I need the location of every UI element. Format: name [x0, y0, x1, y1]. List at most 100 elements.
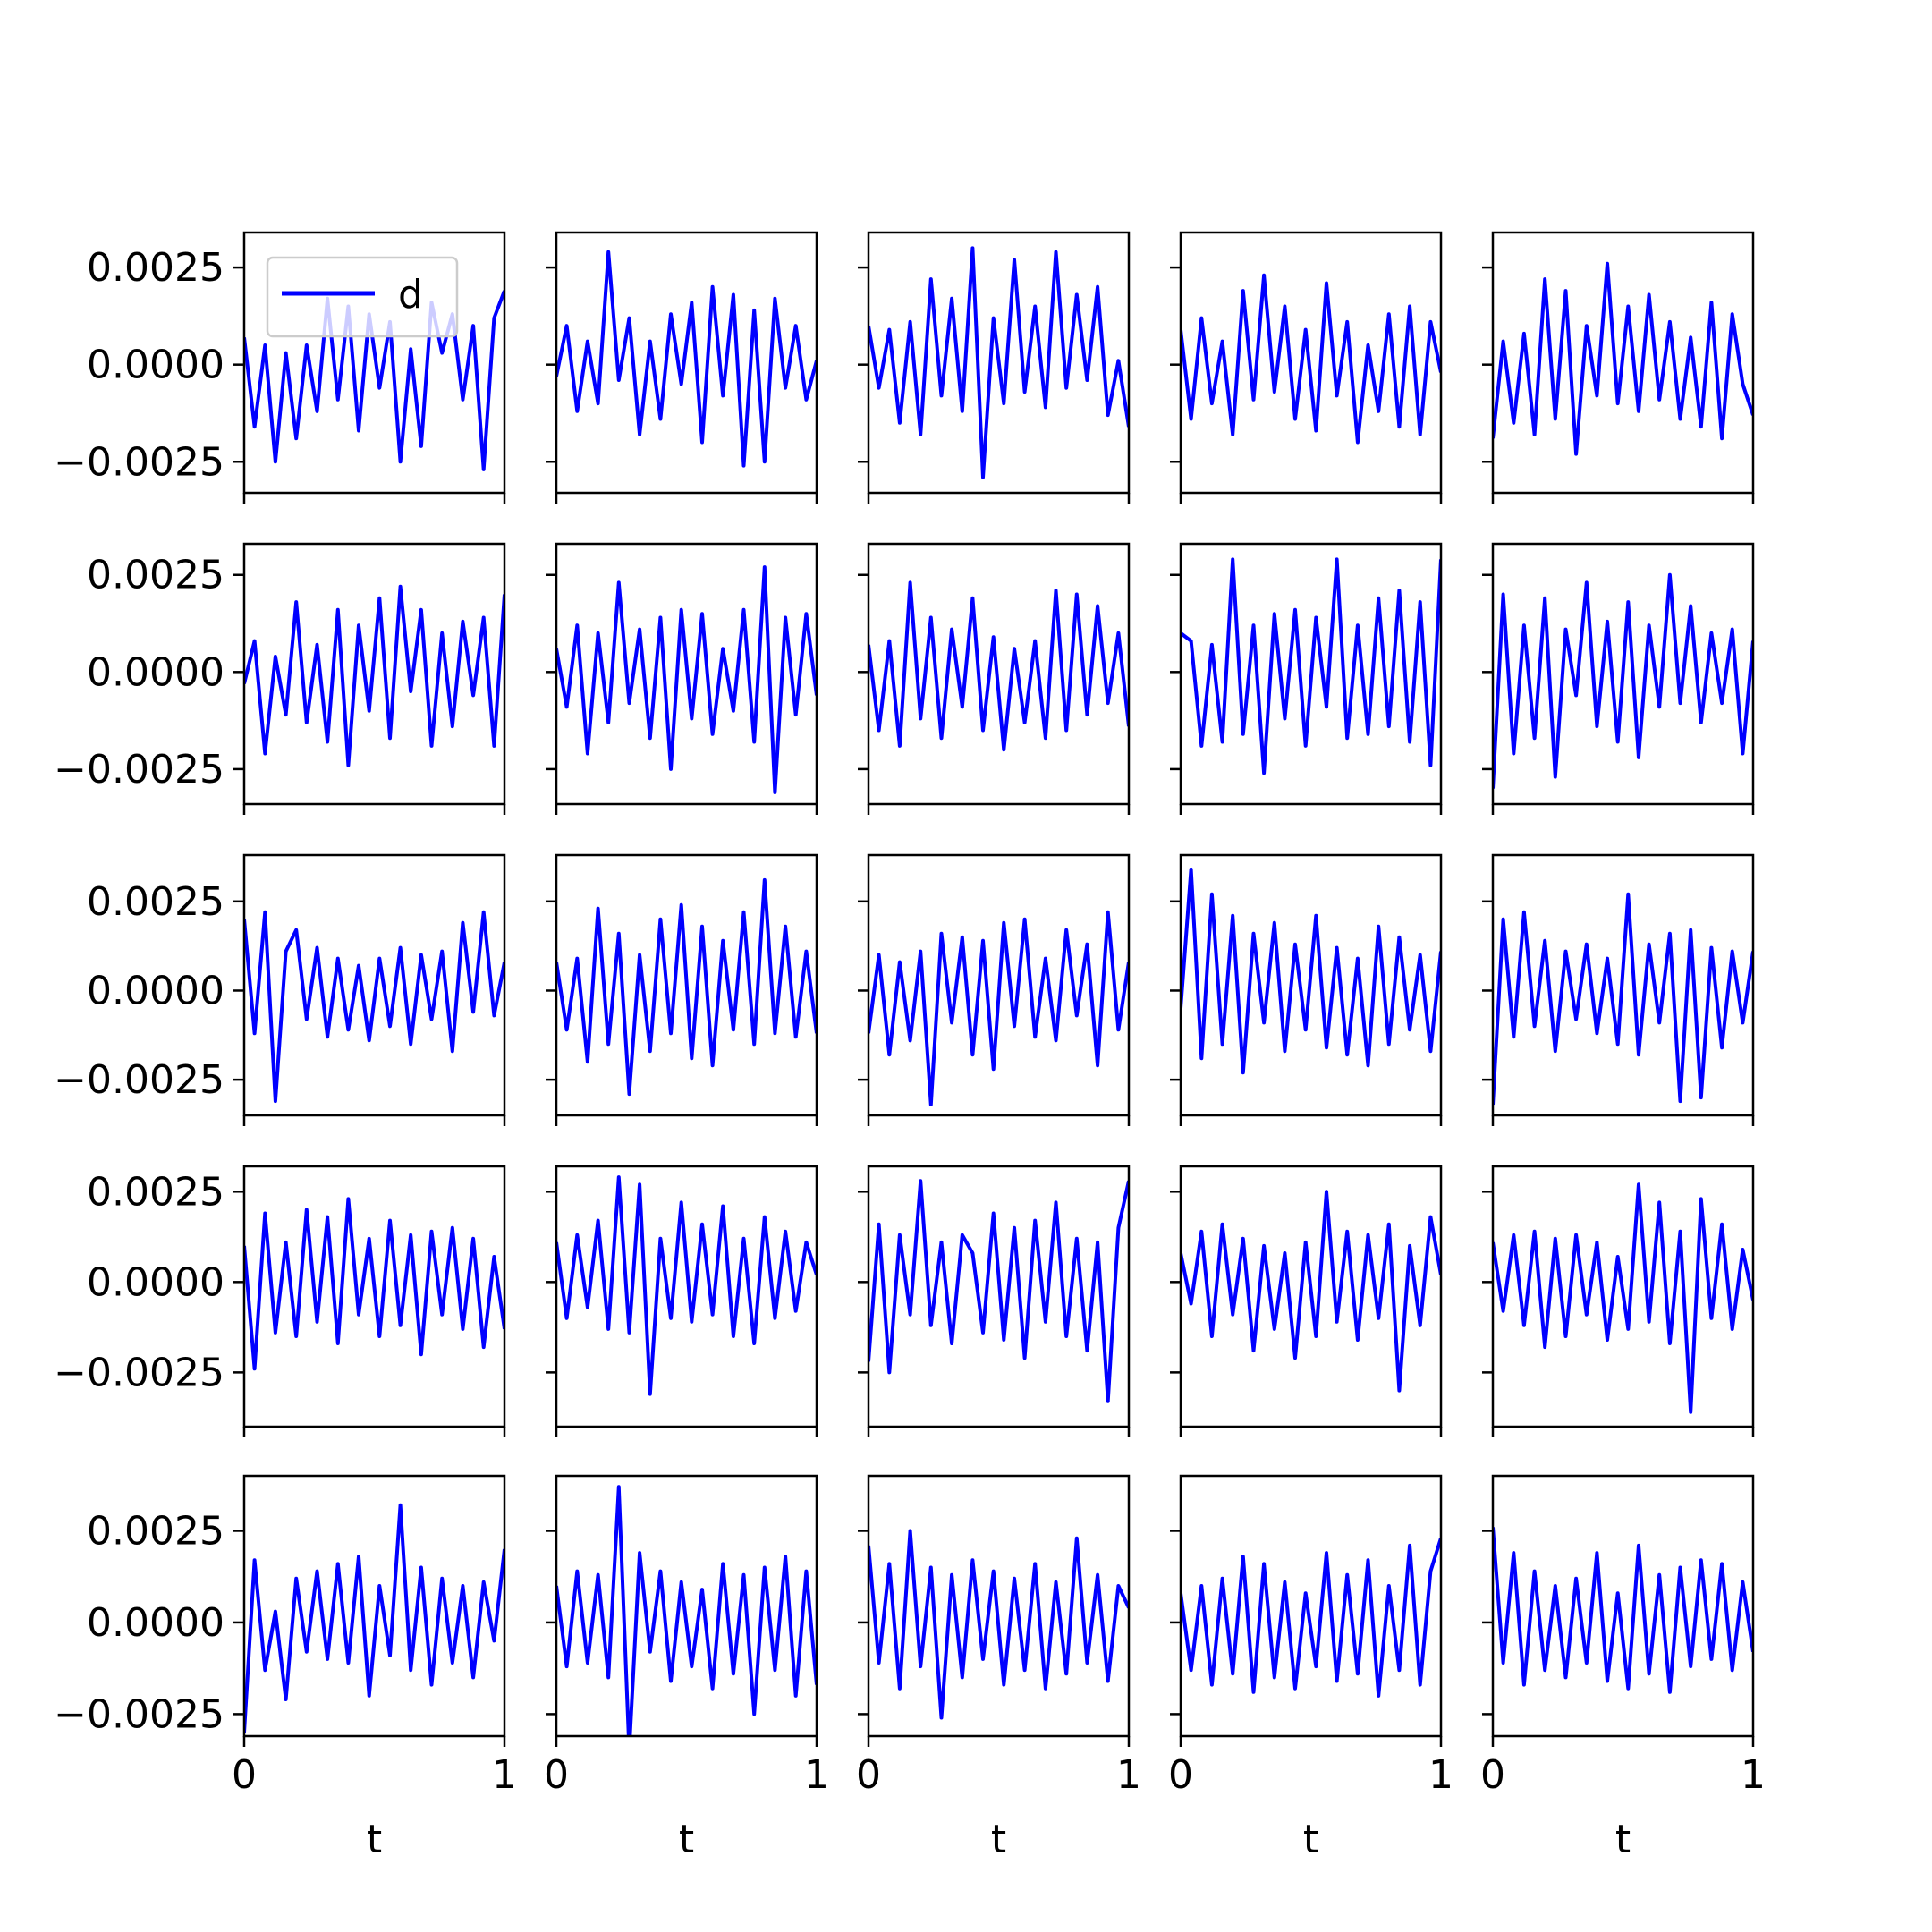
series-line — [244, 290, 504, 471]
subplot-r1-c2 — [546, 231, 818, 504]
series-line — [1493, 572, 1753, 789]
series-line — [1493, 1182, 1753, 1414]
series-line — [1493, 1527, 1753, 1694]
subplot-r5-c4: 0 1 t — [1168, 1474, 1453, 1862]
series-line — [1181, 1190, 1441, 1393]
axes-frame — [867, 853, 1131, 1117]
series-line — [244, 1503, 504, 1733]
subplot-r1-c1: −0.0025 0.0000 0.0025 d — [54, 231, 506, 504]
y-tick-label: 0.0000 — [87, 649, 225, 695]
subplot-r3-c1: −0.0025 0.0000 0.0025 — [54, 853, 506, 1126]
series-line — [556, 877, 817, 1097]
subplot-r3-c5 — [1482, 853, 1755, 1126]
subplot-r5-c1: −0.0025 0.0000 0.0025 0 1 t — [54, 1474, 517, 1862]
subplot-r5-c5: 0 1 t — [1480, 1474, 1766, 1862]
axes-frame — [242, 1474, 506, 1738]
axes-frame — [1179, 231, 1443, 495]
axes-frame — [1179, 542, 1443, 806]
subplot-r3-c4 — [1170, 853, 1443, 1126]
x-tick-label: 1 — [1116, 1752, 1141, 1798]
subplot-r2-c3 — [858, 542, 1131, 815]
series-line — [1181, 557, 1441, 775]
y-tick-label: −0.0025 — [54, 1057, 225, 1103]
y-tick-label: 0.0025 — [87, 245, 225, 291]
x-tick-label: 1 — [492, 1752, 517, 1798]
series-line — [556, 250, 817, 468]
y-tick-label: 0.0025 — [87, 553, 225, 598]
series-line — [244, 584, 504, 767]
x-tick-label: 0 — [544, 1752, 569, 1798]
series-line — [869, 246, 1129, 479]
x-axis-label: t — [367, 1817, 382, 1862]
x-axis-label: t — [991, 1817, 1006, 1862]
subplot-r5-c3: 0 1 t — [856, 1474, 1141, 1862]
subplot-r2-c1: −0.0025 0.0000 0.0025 — [54, 542, 506, 815]
x-tick-label: 0 — [1168, 1752, 1193, 1798]
axes-frame — [555, 1474, 818, 1738]
axes-frame — [1491, 853, 1755, 1117]
series-line — [556, 565, 817, 794]
subplot-r4-c1: −0.0025 0.0000 0.0025 — [54, 1165, 506, 1437]
subplot-r3-c3 — [858, 853, 1131, 1126]
series-line — [556, 1175, 817, 1396]
axes-frame — [1179, 1474, 1443, 1738]
x-tick-label: 1 — [1741, 1752, 1766, 1798]
series-line — [556, 1485, 817, 1736]
x-tick-label: 1 — [1428, 1752, 1453, 1798]
x-tick-label: 0 — [232, 1752, 257, 1798]
subplot-r4-c3 — [858, 1165, 1131, 1437]
x-tick-label: 1 — [804, 1752, 829, 1798]
axes-frame — [555, 542, 818, 806]
subplot-r1-c3 — [858, 231, 1131, 504]
axes-frame — [555, 1165, 818, 1428]
axes-frame — [242, 231, 506, 495]
subplot-r3-c2 — [546, 853, 818, 1126]
series-line — [244, 910, 504, 1104]
series-line — [1181, 273, 1441, 445]
x-axis-label: t — [1303, 1817, 1318, 1862]
axes-frame — [867, 1474, 1131, 1738]
subplot-r2-c5 — [1482, 542, 1755, 815]
x-axis-label: t — [1615, 1817, 1631, 1862]
x-tick-label: 0 — [1480, 1752, 1505, 1798]
axes-frame — [867, 542, 1131, 806]
series-line — [869, 910, 1129, 1106]
series-line — [244, 1197, 504, 1371]
axes-frame — [1491, 542, 1755, 806]
axes-frame — [555, 231, 818, 495]
subplot-r5-c2: 0 1 t — [544, 1474, 829, 1862]
y-tick-label: −0.0025 — [54, 439, 225, 485]
series-line — [1181, 867, 1441, 1075]
y-tick-label: 0.0000 — [87, 1600, 225, 1646]
series-line — [1181, 1538, 1441, 1698]
axes-frame — [242, 853, 506, 1117]
subplot-r4-c4 — [1170, 1165, 1443, 1437]
y-tick-label: 0.0000 — [87, 343, 225, 388]
axes-frame — [1179, 853, 1443, 1117]
subplot-r4-c2 — [546, 1165, 818, 1437]
axes-frame — [867, 1165, 1131, 1428]
legend: d — [266, 256, 459, 338]
axes-frame — [1179, 1165, 1443, 1428]
subplot-r1-c5 — [1482, 231, 1755, 504]
series-line — [1493, 261, 1753, 456]
series-line — [869, 580, 1129, 752]
subplot-r1-c4 — [1170, 231, 1443, 504]
y-tick-label: −0.0025 — [54, 1350, 225, 1395]
y-tick-label: −0.0025 — [54, 747, 225, 792]
axes-frame — [242, 542, 506, 806]
legend-label: d — [398, 272, 423, 318]
subplot-r4-c5 — [1482, 1165, 1755, 1437]
axes-frame — [1491, 231, 1755, 495]
x-axis-label: t — [679, 1817, 694, 1862]
axes-frame — [242, 1165, 506, 1428]
y-tick-label: 0.0000 — [87, 968, 225, 1013]
subplot-grid: −0.00250.00000.0025d−0.00250.00000.0025−… — [54, 231, 1766, 1862]
axes-frame — [1491, 1474, 1755, 1738]
series-line — [869, 1529, 1129, 1720]
series-line — [1493, 892, 1753, 1106]
y-tick-label: 0.0025 — [87, 1508, 225, 1554]
axes-frame — [1491, 1165, 1755, 1428]
axes-frame — [867, 231, 1131, 495]
